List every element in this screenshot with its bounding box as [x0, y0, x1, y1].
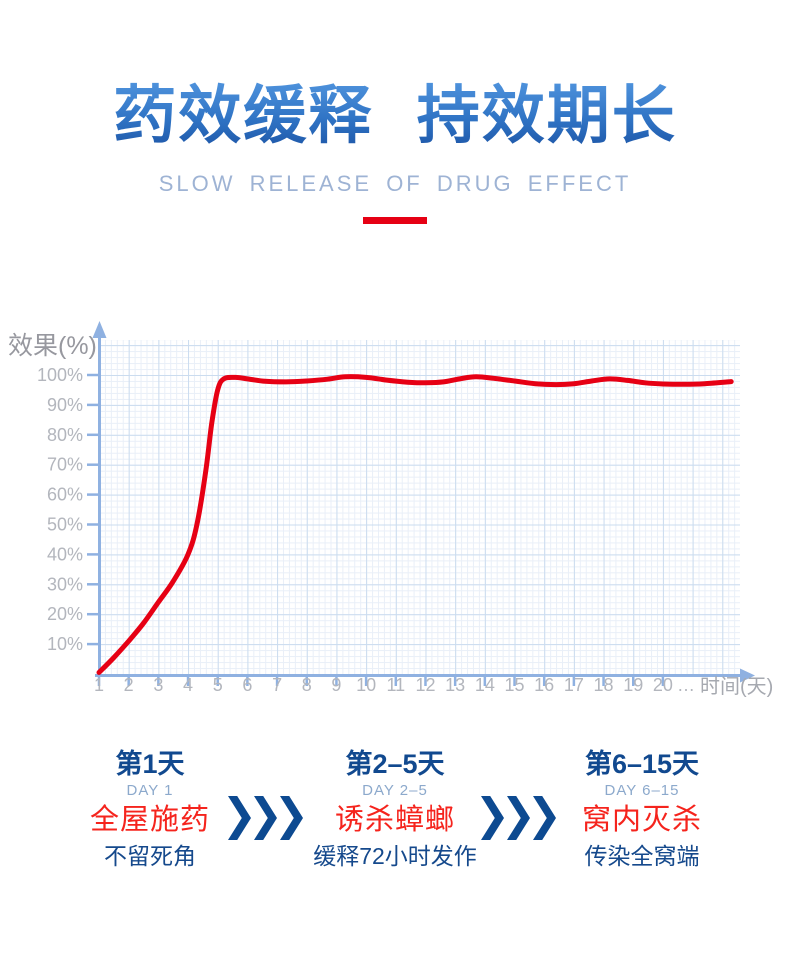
chart-axes	[92, 321, 755, 683]
page-title: 药效缓释 持效期长	[0, 81, 790, 151]
y-tick-label: 80%	[47, 425, 83, 445]
y-tick-label: 90%	[47, 395, 83, 415]
x-tick-label: 20	[653, 675, 673, 695]
x-tick-label: 5	[213, 675, 223, 695]
y-tick-label: 50%	[47, 515, 83, 535]
x-tick-label: 10	[356, 675, 376, 695]
stage-desc: 传染全窝端	[584, 843, 700, 869]
stage-highlight: 诱杀蟑螂	[334, 804, 455, 836]
stage-subtitle: DAY 2–5	[362, 782, 428, 799]
x-tick-label: 3	[153, 675, 163, 695]
stage-highlight: 窝内灭杀	[581, 804, 702, 836]
y-tick-label: 100%	[37, 365, 83, 385]
x-tick-label: 13	[445, 675, 465, 695]
x-tick-label: 17	[564, 675, 584, 695]
chevron-right-icon	[481, 796, 504, 840]
stage-title: 第1天	[115, 749, 185, 779]
y-tick-label: 10%	[47, 634, 83, 654]
x-tick-label: 8	[302, 675, 312, 695]
timeline-stages: 第1天 DAY 1 全屋施药 不留死角 第2–5天 DAY 2–5 诱杀蟑螂 缓…	[0, 743, 790, 883]
effect-curve	[96, 374, 734, 675]
y-tick-label: 60%	[47, 485, 83, 505]
y-axis-ticks: 10% 20% 30% 40% 50% 60% 70% 80% 90% 100%	[37, 365, 100, 654]
x-tick-label: 9	[331, 675, 341, 695]
x-tick-label: 4	[183, 675, 193, 695]
chart-grid-major	[99, 340, 740, 675]
x-tick-label: 12	[415, 675, 435, 695]
y-tick-label: 40%	[47, 544, 83, 564]
y-tick-label: 30%	[47, 574, 83, 594]
chevron-right-icon	[254, 796, 277, 840]
stage-title: 第6–15天	[584, 749, 700, 779]
stage-day-2-5: 第2–5天 DAY 2–5 诱杀蟑螂 缓释72小时发作	[275, 751, 515, 868]
page-subtitle: SLOW RELEASE OF DRUG EFFECT	[158, 171, 632, 196]
x-tick-label: 2	[124, 675, 134, 695]
chevron-right-icon	[228, 796, 251, 840]
stage-title: 第2–5天	[345, 749, 445, 779]
x-tick-label: 18	[594, 675, 614, 695]
x-tick-label: 14	[475, 675, 495, 695]
stage-subtitle: DAY 6–15	[604, 782, 680, 799]
x-axis-arrow-icon	[740, 668, 755, 683]
triple-chevron-right-icon	[481, 796, 556, 840]
x-axis-title: 时间(天)	[700, 675, 773, 698]
y-tick-label: 70%	[47, 455, 83, 475]
title-divider	[363, 217, 427, 224]
x-axis-ticks: 1 2 3 4 5 6 7 8 9 10 11 12 13 14 15 16 17 18 19 20…	[94, 675, 695, 695]
stage-subtitle: DAY 1	[126, 782, 174, 799]
x-tick-label: 15	[505, 675, 525, 695]
stage-desc: 缓释72小时发作	[313, 843, 477, 869]
x-tick-label: 7	[272, 675, 282, 695]
x-tick-label: …	[677, 675, 695, 695]
y-tick-label: 20%	[47, 604, 83, 624]
y-axis-title: 效果(%)	[8, 332, 97, 360]
x-tick-label: 16	[534, 675, 554, 695]
x-tick-label: 1	[94, 675, 104, 695]
stage-highlight: 全屋施药	[89, 804, 210, 836]
stage-desc: 不留死角	[104, 843, 196, 869]
stage-day-1: 第1天 DAY 1 全屋施药 不留死角	[30, 751, 270, 868]
y-axis-arrow-icon	[92, 321, 107, 338]
x-tick-label: 19	[623, 675, 643, 695]
x-tick-label: 6	[242, 675, 252, 695]
stage-day-6-15: 第6–15天 DAY 6–15 窝内灭杀 传染全窝端	[522, 751, 762, 868]
triple-chevron-right-icon	[228, 796, 303, 840]
x-tick-label: 11	[386, 675, 405, 695]
